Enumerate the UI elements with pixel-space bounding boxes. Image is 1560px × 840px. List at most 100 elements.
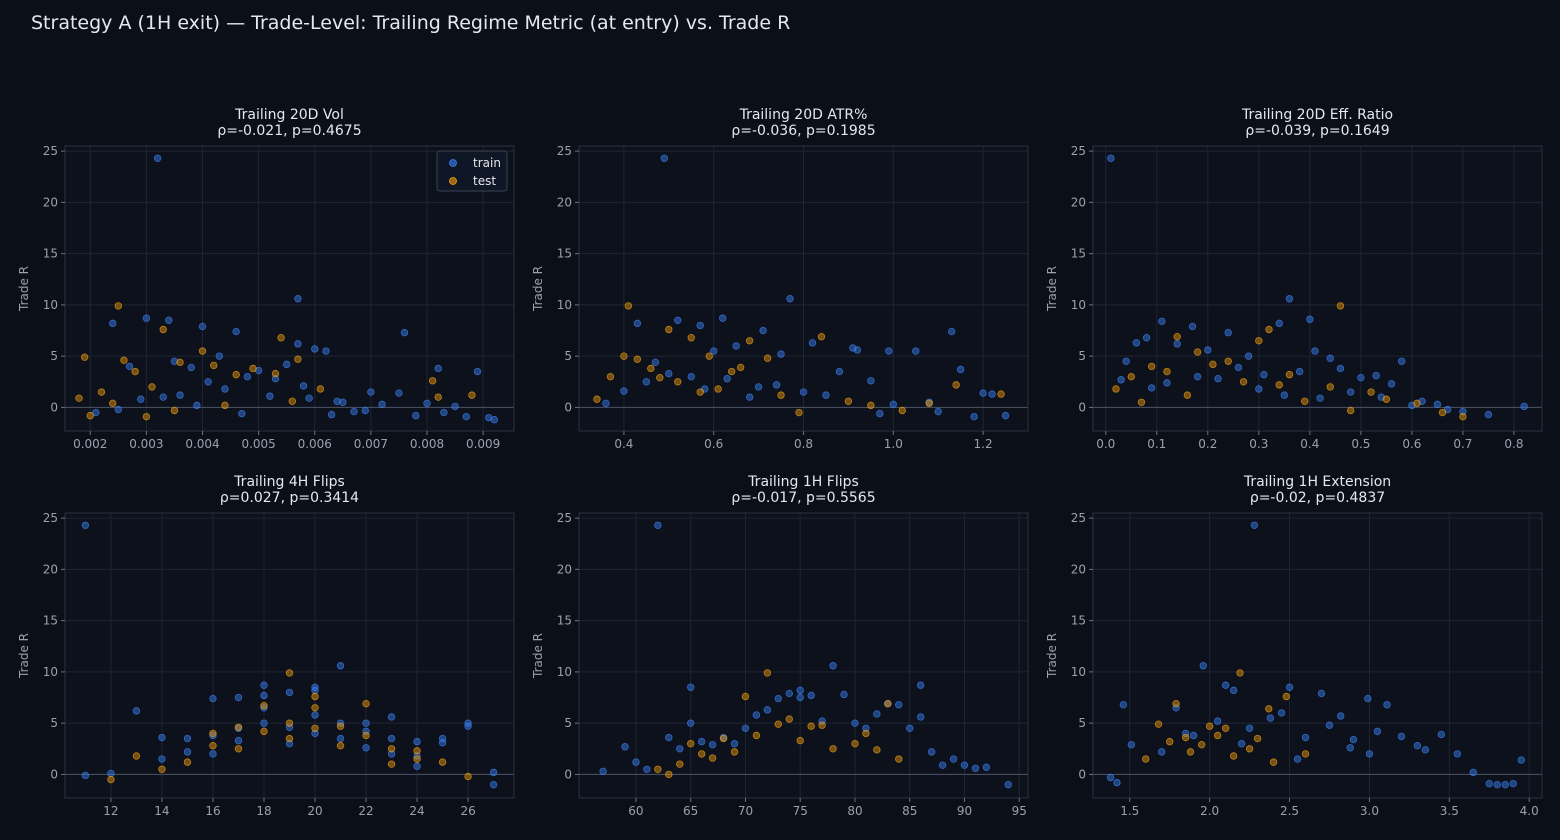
data-point-test [1197,740,1206,749]
data-point-test [1127,372,1135,381]
figure-title: Strategy A (1H exit) — Trade-Level: Trai… [31,12,791,34]
plot-area [579,513,1028,798]
data-point-train [1189,731,1198,740]
data-point-test [745,337,754,345]
subplot-2: 0.4 0.6 0.8 1.0 1.2 0 5 10 15 20 25 Trade R Trailing… [531,107,1029,451]
data-point-test [1245,745,1254,753]
subplot-stat: ρ=-0.02, p=0.4837 [1250,490,1385,506]
data-point-test [285,669,294,677]
data-point-test [336,742,345,750]
data-point-train [745,393,754,401]
x-tick-label: 0.4 [1300,437,1319,451]
data-point-train [137,395,145,403]
data-point-train [840,690,848,699]
y-tick-label: 0 [564,767,572,781]
data-point-test [249,364,257,373]
x-tick-label: 22 [358,804,373,818]
data-point-train [808,339,817,347]
data-point-train [1004,780,1012,789]
data-point-train [1237,739,1246,748]
legend-marker-test [449,177,457,185]
data-point-train [243,372,252,381]
data-point-test [316,385,325,393]
data-point-train [1301,733,1310,742]
data-point-test [75,394,83,402]
data-point-test [209,729,217,738]
data-point-train [633,319,642,328]
data-point-test [884,699,892,708]
data-point-train [1250,521,1259,530]
x-tick-label: 20 [307,804,322,818]
data-point-train [916,713,925,721]
data-point-test [997,390,1005,398]
data-point-test [131,367,139,376]
plot-frame [578,512,1029,799]
data-point-train [260,681,268,689]
x-tick-label: 0.004 [185,437,219,451]
data-point-test [210,361,218,370]
subplot-6: 1.5 2.0 2.5 3.0 3.5 4.0 0 5 10 15 20 25 Trade R Trail… [1045,474,1543,818]
data-point-train [322,347,330,355]
data-point-train [395,389,403,397]
x-tick-label: 0.003 [129,437,163,451]
data-point-test [1438,408,1447,417]
x-tick-label: 0.009 [466,437,500,451]
data-point-train [934,407,942,416]
data-point-train [1119,701,1128,709]
data-point-test [80,353,89,361]
data-point-train [490,416,499,424]
data-point-train [1349,735,1358,744]
data-point-train [1293,755,1302,763]
data-point-train [1213,717,1222,725]
data-point-train [763,706,772,714]
data-point-test [620,352,628,360]
data-point-train [906,724,914,732]
data-point-test [1142,755,1150,763]
data-point-test [413,747,421,755]
data-point-train [1132,339,1141,347]
x-tick-label: 0.8 [794,437,813,451]
y-tick-label: 15 [557,247,572,261]
data-point-train [1306,315,1314,323]
data-point-train [114,405,123,414]
data-point-train [234,693,243,702]
data-point-test [362,699,370,708]
subplot-stat: ρ=-0.039, p=0.1649 [1245,123,1389,139]
data-point-test [1269,758,1278,766]
plot-frame [64,145,515,432]
data-point-test [1346,406,1355,415]
data-point-train [1158,748,1166,756]
data-point-test [624,302,633,310]
data-point-train [697,737,706,746]
data-point-test [654,765,662,773]
x-tick-label: 12 [103,804,118,818]
data-point-train [299,382,308,390]
data-point-train [759,326,767,335]
data-point-train [643,765,651,773]
data-point-test [1239,378,1248,386]
data-point-test [785,715,793,723]
data-point-train [438,734,447,743]
y-tick-label: 10 [557,665,572,679]
data-point-test [665,325,673,334]
x-tick-label: 80 [847,804,862,818]
data-point-test [774,720,783,728]
data-point-train [876,409,884,418]
data-point-train [1485,779,1493,788]
data-point-train [350,407,358,416]
data-point-test [1213,731,1222,740]
data-point-train [209,750,217,758]
x-tick-label: 24 [409,804,424,818]
data-point-train [1106,773,1115,782]
data-point-test [777,391,785,399]
x-tick-label: 65 [683,804,698,818]
subplot-title: Trailing 1H Flips [747,474,859,490]
data-point-train [799,388,808,396]
y-axis-label: Trade R [17,266,31,312]
data-point-train [796,686,804,695]
data-point-test [593,395,601,403]
data-point-train [260,719,268,727]
data-point-train [1520,402,1528,411]
data-point-test [387,745,396,753]
data-point-train [1357,373,1365,382]
